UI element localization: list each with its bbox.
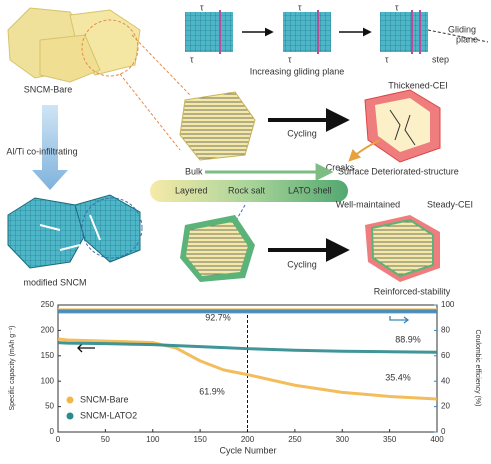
x-tick-label: 400 bbox=[430, 435, 444, 444]
y2-tick-label: 40 bbox=[441, 376, 450, 385]
legend-marker bbox=[66, 396, 74, 404]
label: Creaks bbox=[326, 162, 355, 172]
y-tick-label: 150 bbox=[41, 351, 55, 360]
label: plane bbox=[456, 34, 478, 44]
label: Steady-CEI bbox=[427, 199, 473, 209]
label: Layered bbox=[175, 185, 208, 195]
label: step bbox=[432, 54, 449, 64]
x-tick-label: 50 bbox=[101, 435, 110, 444]
tau-label: τ bbox=[298, 2, 302, 12]
label: Reinforced-stability bbox=[374, 286, 451, 296]
cracked-particle bbox=[375, 98, 430, 152]
y-tick-label: 250 bbox=[41, 300, 55, 309]
tau-label: τ bbox=[288, 54, 292, 64]
axis-indicator bbox=[77, 343, 95, 353]
modified-particles bbox=[7, 194, 141, 269]
label: modified SNCM bbox=[23, 277, 86, 287]
label: Al/Ti co-infiltrating bbox=[6, 146, 77, 156]
y-tick-label: 200 bbox=[41, 326, 55, 335]
label: Gliding bbox=[448, 24, 476, 34]
label: LATO shell bbox=[288, 185, 332, 195]
bare-particles bbox=[7, 7, 141, 83]
x-tick-label: 300 bbox=[336, 435, 350, 444]
annotation: 88.9% bbox=[395, 334, 421, 344]
y2-tick-label: 80 bbox=[441, 326, 450, 335]
y2-tick-label: 100 bbox=[441, 300, 455, 309]
cross-section bbox=[179, 91, 256, 161]
stable-particle bbox=[370, 218, 434, 278]
annotation: 61.9% bbox=[199, 386, 225, 396]
x-tick-label: 350 bbox=[383, 435, 397, 444]
x-tick-label: 200 bbox=[241, 435, 255, 444]
x-tick-label: 150 bbox=[193, 435, 207, 444]
cross-section bbox=[186, 222, 248, 276]
y2-axis-label: Coulombic efficiency (%) bbox=[474, 330, 481, 407]
zoom-lines bbox=[119, 34, 191, 151]
lattice bbox=[185, 10, 489, 54]
label: Thickened-CEI bbox=[388, 80, 448, 90]
x-tick-label: 250 bbox=[288, 435, 302, 444]
y-tick-label: 100 bbox=[41, 376, 55, 385]
arrow bbox=[32, 105, 68, 190]
label: Rock salt bbox=[228, 185, 266, 195]
annotation: 35.4% bbox=[385, 372, 411, 382]
legend-label: SNCM-Bare bbox=[80, 394, 129, 404]
label: Cycling bbox=[287, 259, 317, 269]
label: Deteriorated-structure bbox=[371, 166, 459, 176]
y2-tick-label: 60 bbox=[441, 351, 450, 360]
annotation: 92.7% bbox=[205, 312, 231, 322]
tau-label: τ bbox=[395, 2, 399, 12]
x-tick-label: 0 bbox=[56, 435, 61, 444]
tau-label: τ bbox=[190, 54, 194, 64]
tau-label: τ bbox=[385, 54, 389, 64]
y-tick-label: 50 bbox=[45, 402, 54, 411]
gradient-bar bbox=[150, 180, 348, 202]
axis-indicator bbox=[389, 316, 410, 324]
y-tick-label: 0 bbox=[50, 427, 55, 436]
y-axis-label: Specific capacity (mAh g⁻¹) bbox=[9, 326, 16, 411]
zoom-circle bbox=[81, 19, 139, 77]
label: Cycling bbox=[287, 128, 317, 138]
y2-tick-label: 0 bbox=[441, 427, 446, 436]
label: SNCM-Bare bbox=[24, 84, 73, 94]
series-line bbox=[57, 341, 438, 354]
series-line bbox=[57, 337, 438, 401]
legend-label: SNCM-LATO2 bbox=[80, 410, 137, 420]
label: Bulk bbox=[185, 166, 203, 176]
x-axis-label: Cycle Number bbox=[219, 445, 276, 455]
label: Surface bbox=[338, 166, 369, 176]
x-tick-label: 100 bbox=[146, 435, 160, 444]
legend-marker bbox=[66, 412, 74, 420]
label: Increasing gliding plane bbox=[250, 66, 345, 76]
y2-tick-label: 20 bbox=[441, 402, 450, 411]
tau-label: τ bbox=[200, 2, 204, 12]
label: Well-maintained bbox=[336, 199, 400, 209]
